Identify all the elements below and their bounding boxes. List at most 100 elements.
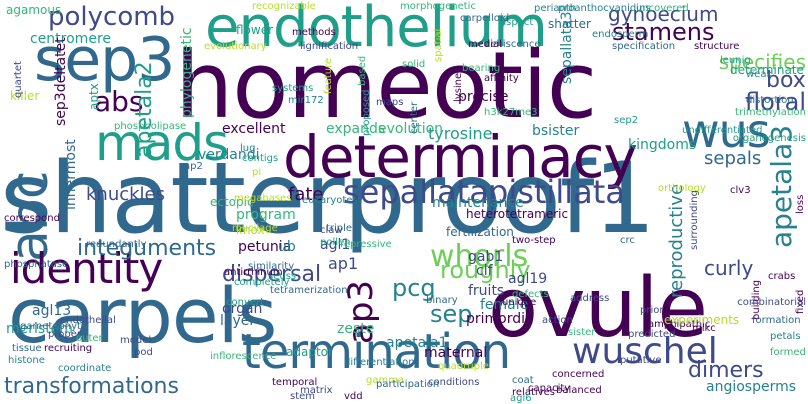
cloud-word: mucilage <box>232 224 278 234</box>
cloud-word: apetala2 <box>134 61 156 158</box>
cloud-word: convert <box>226 298 264 308</box>
cloud-word: recruiting <box>44 344 92 354</box>
cloud-word: prior <box>640 306 663 316</box>
cloud-word: ap1 <box>328 256 358 272</box>
cloud-word: proanthocyanidins <box>558 4 651 14</box>
cloud-word: quadruple <box>438 362 489 372</box>
cloud-word: crabs <box>768 272 795 282</box>
cloud-word: structure <box>694 42 739 52</box>
cloud-word: eukaryotes <box>302 196 358 206</box>
cloud-word: affinity <box>484 74 519 84</box>
cloud-word: angiosperms <box>706 380 796 394</box>
cloud-word: orthology <box>658 184 706 194</box>
cloud-word: binary <box>426 296 458 306</box>
cloud-word: carpelloid <box>460 14 509 24</box>
cloud-word: combinatorial <box>737 298 806 308</box>
cloud-word: phospholipase <box>114 122 186 132</box>
cloud-word: megabases <box>234 194 291 204</box>
cloud-word: fruits <box>468 284 504 298</box>
cloud-word: contigs <box>242 154 278 164</box>
cloud-word: agamous <box>6 4 61 16</box>
cloud-word: sep3deltatet <box>54 37 68 126</box>
cloud-word: center <box>410 102 420 134</box>
cloud-word: mikc <box>692 324 716 334</box>
cloud-word: ap2 <box>184 162 203 172</box>
cloud-word: kingdoms <box>628 138 696 152</box>
cloud-word: unique <box>502 298 536 308</box>
cloud-word: tissue <box>12 344 42 354</box>
cloud-word: matrix <box>300 386 333 396</box>
cloud-word: fertilization <box>446 226 514 238</box>
cloud-word: specification <box>612 42 675 52</box>
cloud-word: reproductive <box>668 184 686 298</box>
cloud-word: action <box>542 316 573 326</box>
cloud-word: bearing <box>462 64 500 74</box>
cloud-word: coordinate <box>58 364 111 374</box>
cloud-word: inflorescence <box>210 352 276 362</box>
cloud-word: mir172 <box>288 96 324 106</box>
cloud-word: crc <box>620 236 635 246</box>
cloud-word: participation <box>376 380 439 390</box>
cloud-word: leunig <box>720 56 751 66</box>
cloud-word: antirrhinum <box>224 268 283 278</box>
cloud-word: expands <box>326 122 385 136</box>
cloud-word: predicted <box>628 330 675 340</box>
cloud-word: tetramerization <box>270 286 348 296</box>
cloud-word: lug <box>240 144 255 154</box>
cloud-word: endosperm <box>592 30 648 40</box>
cloud-word: zeste <box>337 322 374 336</box>
cloud-word: sepallata3 <box>560 11 574 84</box>
cloud-word: formation <box>752 316 801 326</box>
cloud-word: agl6 <box>510 394 532 404</box>
cloud-word: undifferentiated <box>682 126 762 136</box>
cloud-word: pi <box>252 168 261 178</box>
cloud-word: agl19 <box>508 272 547 286</box>
cloud-word: centromere <box>30 32 111 46</box>
cloud-word: concerned <box>552 370 604 380</box>
cloud-word: capacity <box>528 384 570 394</box>
cloud-word: quartet <box>14 61 24 98</box>
cloud-word: evolutionary <box>204 42 267 52</box>
cloud-word: loss <box>796 195 806 214</box>
cloud-word: sepals <box>704 150 761 168</box>
cloud-word: flower <box>236 24 273 36</box>
cloud-word: weak <box>746 70 772 80</box>
cloud-word: sep2 <box>614 116 638 126</box>
cloud-word: program <box>236 208 296 222</box>
cloud-word: systems <box>272 84 313 94</box>
cloud-word: medial <box>468 40 502 50</box>
cloud-word: maintenance <box>432 196 524 210</box>
cloud-word: phylogenetic <box>180 27 194 118</box>
cloud-word: redundantly <box>86 240 147 250</box>
cloud-word: ub <box>278 240 296 254</box>
cloud-word: maps <box>376 98 403 108</box>
cloud-word: correspond <box>4 214 60 224</box>
cloud-word: curly <box>704 258 753 278</box>
cloud-word: recognizable <box>252 2 316 12</box>
cloud-word: model <box>120 336 151 346</box>
cloud-word: solid <box>402 60 425 70</box>
cloud-word: excellent <box>222 122 285 136</box>
cloud-word: lysine <box>454 73 464 102</box>
cloud-word: based <box>358 56 368 86</box>
cloud-word: spatial <box>434 29 444 62</box>
cloud-word: clv3 <box>730 186 751 196</box>
cloud-word: aptx <box>88 83 100 110</box>
cloud-word: vdd <box>344 392 363 402</box>
cloud-word: histone <box>8 356 45 366</box>
cloud-word: address <box>570 294 609 304</box>
cloud-word: gametophyte <box>20 322 87 332</box>
cloud-word: lignification <box>300 42 358 52</box>
cloud-word: repressive <box>340 240 392 250</box>
cloud-word: bsister <box>532 124 579 138</box>
cloud-word: innermost <box>64 139 78 210</box>
cloud-word: claw <box>320 226 343 236</box>
cloud-word: pod <box>134 348 153 358</box>
cloud-word: methods <box>292 28 336 38</box>
cloud-word: feature <box>324 58 334 94</box>
cloud-word: trimethylation <box>735 108 806 118</box>
cloud-word: precise <box>458 90 508 104</box>
cloud-word: petals <box>770 332 801 342</box>
cloud-word: two-step <box>512 236 556 246</box>
